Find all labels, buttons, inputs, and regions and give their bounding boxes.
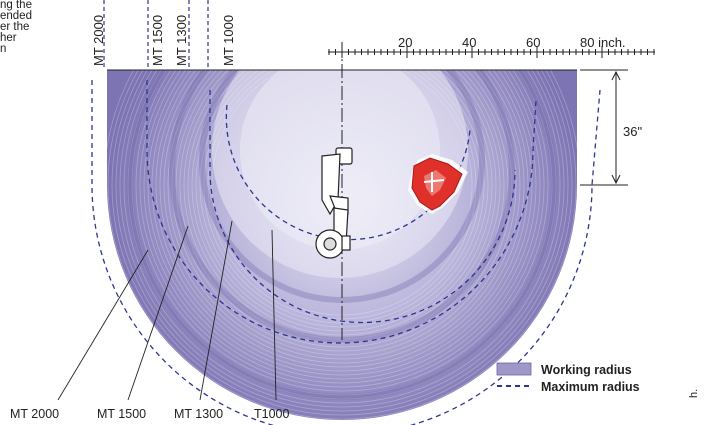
contour-line [139,70,545,388]
contour-line [135,70,549,392]
intro-text: ng the ended er the her n [0,0,80,55]
callout-label-mt2000: MT 2000 [10,407,59,421]
contour-line [183,70,501,344]
intro-line: er the [0,21,30,33]
callout-lines [57,220,277,401]
legend-working-label: Working radius [541,363,632,377]
scale-tick-label: 40 [462,35,476,50]
intro-line: ng the [0,0,32,11]
intro-line: n [0,43,7,55]
contour-line [131,70,553,396]
contour-line [167,70,517,360]
callout-label-t1000: T1000 [254,407,289,421]
height-arrow-bottom [611,174,621,185]
legend: Working radius Maximum radius [496,362,640,394]
contour-line [151,70,533,376]
scale-ticks [328,46,655,58]
max-radius-mt1300 [209,90,516,324]
contour-line [115,70,569,412]
robot-arm [315,147,353,259]
contour-line [159,70,525,368]
edge-text: h. [688,388,700,398]
robot-base-plate [341,235,351,251]
scale-tick-label: 20 [398,35,412,50]
contour-line [163,70,521,364]
contour-line [179,70,505,348]
contour-line [147,70,537,380]
workpiece-slit [423,172,445,192]
ring-mt2000-band [127,70,557,400]
height-dimension [580,69,628,186]
height-label: 36" [623,124,642,139]
contour-line [123,70,561,404]
contour-line [175,70,509,352]
contour-line [171,70,513,356]
contour-line [143,70,541,384]
callout-label-mt1500: MT 1500 [97,407,146,421]
workpiece [408,154,468,214]
vertical-label-mt1300: MT 1300 [174,15,189,66]
callout-line-mt1500 [127,225,189,401]
contour-line [111,70,573,416]
vertical-label-mt1500: MT 1500 [150,15,165,66]
contour-line [119,70,565,408]
height-arrow-top [611,70,621,81]
callout-label-mt1300: MT 1300 [174,407,223,421]
vertical-label-mt2000: MT 2000 [91,15,106,66]
scale-bar: 20 40 60 80 inch. [328,35,655,58]
max-radius-mt1500 [146,80,537,344]
ring-mt1300-band [199,70,485,303]
robot-base-hub [323,237,337,251]
callout-line-t1000 [271,229,277,401]
scale-tick-label: 80 inch. [580,35,626,50]
intro-line: her [0,32,17,44]
legend-maximum-label: Maximum radius [541,380,640,394]
workpiece-hole [424,170,446,196]
callout-line-mt2000 [57,249,149,401]
callout-line-mt1300 [199,220,233,401]
contour-line [199,70,485,328]
legend-working-swatch [496,362,532,376]
contour-line [107,70,577,420]
contour-line [155,70,529,372]
top-dashed-guides [103,0,209,70]
vertical-label-mt1000: MT 1000 [221,15,236,66]
scale-tick-label: 60 [526,35,540,50]
max-radius-mt2000 [91,80,601,425]
contour-line [127,70,557,400]
intro-line: ended [0,10,32,22]
